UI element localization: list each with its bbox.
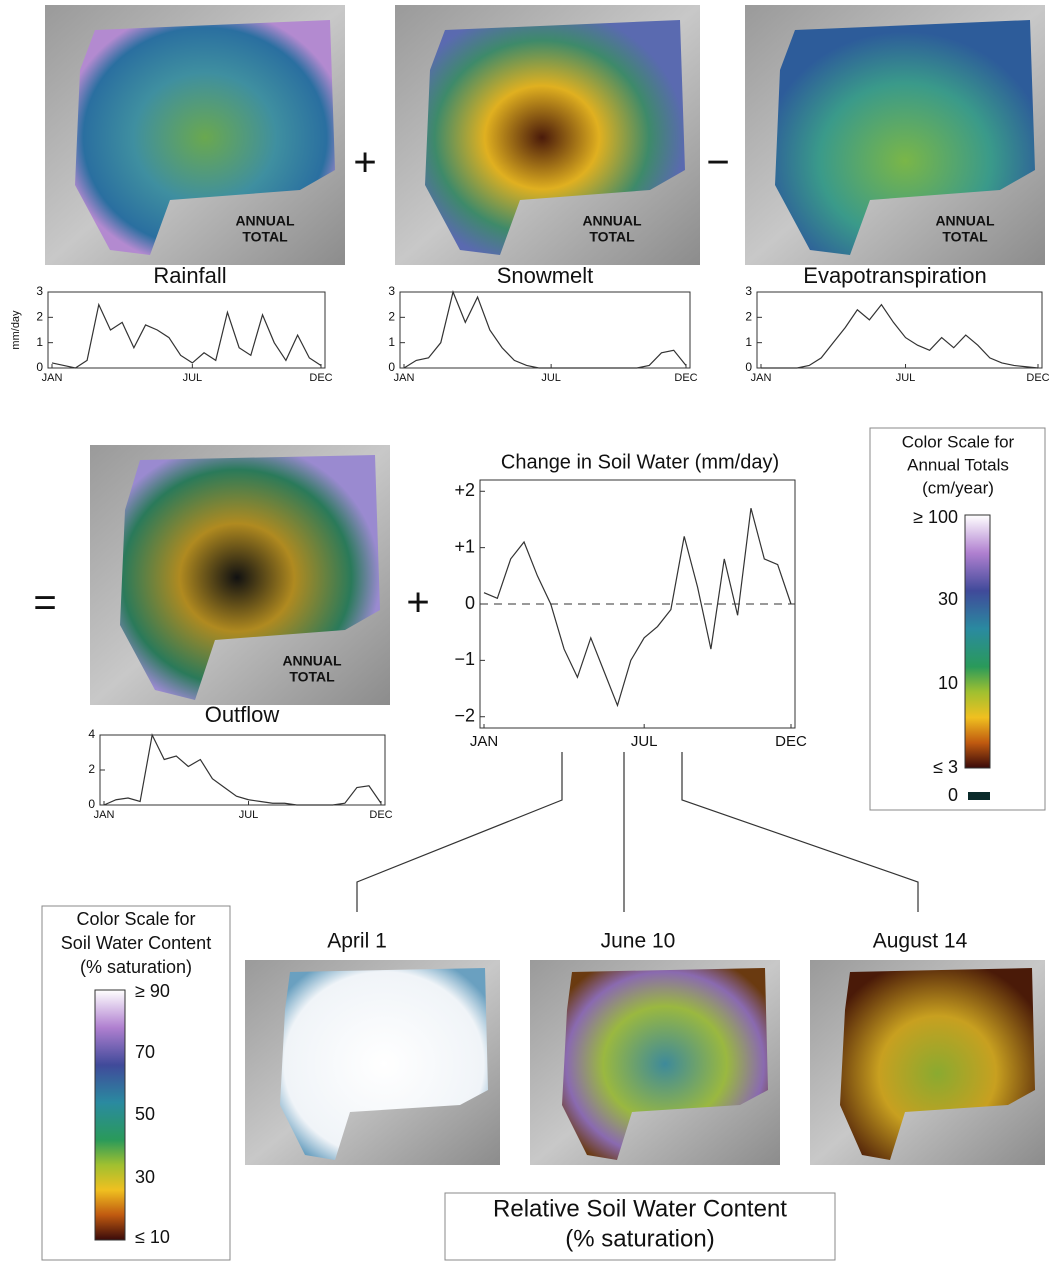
x-tick-label: JAN: [94, 809, 115, 821]
chart-title: Outflow: [205, 702, 280, 727]
x-tick-label: DEC: [1026, 372, 1049, 384]
x-tick-label: DEC: [775, 733, 807, 750]
data-line: [761, 303, 1039, 369]
y-tick-label: 3: [36, 284, 43, 298]
y-tick-label: −2: [454, 705, 475, 725]
scale-label: 50: [135, 1104, 155, 1124]
y-tick-label: +2: [454, 480, 475, 500]
scale-label: 10: [938, 673, 958, 693]
y-tick-label: 0: [88, 797, 95, 811]
y-tick-label: 2: [88, 762, 95, 776]
soil-scale-box: [41, 905, 231, 1261]
scale-title: Color Scale for: [902, 432, 1015, 451]
data-line: [483, 508, 792, 708]
scale-label: 0: [948, 785, 958, 805]
operator: =: [33, 581, 56, 625]
x-tick-label: DEC: [674, 372, 697, 384]
map-label: ANNUAL: [235, 213, 295, 229]
scale-label: ≥ 90: [135, 981, 170, 1001]
scale-label: 70: [135, 1042, 155, 1062]
operator: +: [353, 141, 376, 185]
scale-label: 30: [135, 1167, 155, 1187]
y-tick-label: 3: [745, 284, 752, 298]
map-rainfall: [45, 5, 345, 265]
x-tick-label: JAN: [751, 372, 772, 384]
map-title: June 10: [601, 930, 676, 953]
y-tick-label: 2: [388, 310, 395, 324]
soil-scale-bar: [94, 989, 126, 1241]
y-tick-label: 2: [745, 310, 752, 324]
plot-frame: [47, 291, 326, 369]
scale-title: Soil Water Content: [61, 933, 211, 953]
scale-title: (cm/year): [922, 478, 994, 497]
plot-frame: [99, 734, 386, 806]
chart-title: Rainfall: [153, 263, 226, 288]
map-title: April 1: [327, 930, 387, 953]
scale-label: ≤ 10: [135, 1227, 170, 1247]
y-tick-label: 0: [36, 360, 43, 374]
scale-title: Color Scale for: [76, 909, 195, 929]
map-label: TOTAL: [289, 669, 335, 685]
scale-label: ≤ 3: [933, 757, 958, 777]
map-august: [810, 960, 1045, 1165]
y-tick-label: +1: [454, 536, 475, 556]
x-tick-label: JAN: [394, 372, 415, 384]
data-line: [403, 290, 687, 369]
map-evapotranspiration: [745, 5, 1045, 265]
map-label: TOTAL: [242, 229, 288, 245]
plot-frame: [756, 291, 1043, 369]
chart-title: Snowmelt: [497, 263, 594, 288]
map-april: [245, 960, 500, 1165]
connectors: [356, 752, 919, 912]
map-label: ANNUAL: [935, 213, 995, 229]
y-axis-label: mm/day: [10, 310, 22, 350]
x-tick-label: JUL: [896, 372, 916, 384]
annual-scale-bar: [964, 514, 991, 769]
y-tick-label: 1: [388, 335, 395, 349]
y-tick-label: 0: [465, 593, 475, 613]
footer-title: Relative Soil Water Content: [493, 1195, 787, 1222]
map-outflow: [90, 445, 390, 705]
map-title: August 14: [873, 930, 968, 953]
data-line: [51, 302, 322, 369]
y-tick-label: 0: [745, 360, 752, 374]
map-label: TOTAL: [589, 229, 635, 245]
operator: +: [406, 581, 429, 625]
x-tick-label: JUL: [239, 809, 259, 821]
map-june: [530, 960, 780, 1165]
map-snowmelt: [395, 5, 700, 265]
x-tick-label: DEC: [309, 372, 332, 384]
x-tick-label: JUL: [541, 372, 561, 384]
x-tick-label: JUL: [183, 372, 203, 384]
annual-scale-box: [869, 427, 1046, 811]
scale-label: 30: [938, 589, 958, 609]
y-tick-label: 3: [388, 284, 395, 298]
y-tick-label: 4: [88, 727, 95, 741]
chart-title: Change in Soil Water (mm/day): [501, 451, 779, 473]
scale-title: Annual Totals: [907, 455, 1009, 474]
operator: −: [706, 141, 729, 185]
y-tick-label: 2: [36, 310, 43, 324]
x-tick-label: JUL: [631, 733, 658, 750]
map-label: ANNUAL: [582, 213, 642, 229]
y-tick-label: 1: [36, 335, 43, 349]
chart-title: Evapotranspiration: [803, 263, 986, 288]
footer-title: (% saturation): [565, 1225, 714, 1252]
y-tick-label: −1: [454, 649, 475, 669]
x-tick-label: JAN: [42, 372, 63, 384]
map-label: ANNUAL: [282, 653, 342, 669]
footer-box: [444, 1192, 836, 1261]
x-tick-label: DEC: [369, 809, 392, 821]
scale-title: (% saturation): [80, 957, 192, 977]
y-tick-label: 1: [745, 335, 752, 349]
map-label: TOTAL: [942, 229, 988, 245]
data-line: [103, 733, 382, 806]
y-tick-label: 0: [388, 360, 395, 374]
x-tick-label: JAN: [470, 733, 498, 750]
annual-scale-zero: [968, 792, 990, 800]
scale-label: ≥ 100: [913, 507, 958, 527]
